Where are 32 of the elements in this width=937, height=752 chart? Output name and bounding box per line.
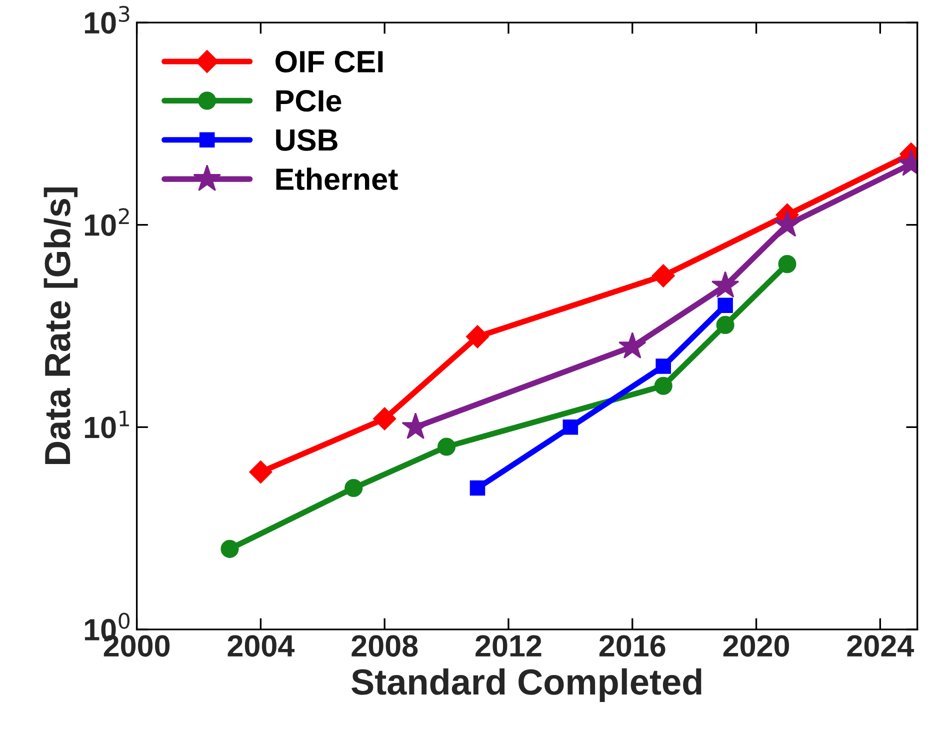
legend-label: Ethernet — [276, 168, 398, 190]
point — [466, 325, 490, 348]
point — [344, 479, 363, 498]
legend-label: OIF CEI — [276, 50, 383, 73]
point — [718, 298, 733, 313]
x-tick-label: 2024 — [847, 635, 914, 657]
point — [711, 271, 740, 298]
point — [220, 540, 239, 558]
y-axis-title: Data Rate [Gb/s] — [44, 188, 78, 464]
point — [716, 316, 734, 334]
point — [562, 419, 578, 435]
x-tick-label: 2008 — [352, 635, 418, 657]
y-tick-label: 10$^{1}$ — [84, 410, 129, 438]
point — [470, 480, 486, 496]
x-axis-title: Standard Completed — [352, 668, 702, 702]
point — [773, 210, 802, 237]
x-tick-label: 2004 — [228, 635, 295, 657]
point — [652, 264, 675, 288]
point — [656, 358, 671, 374]
point — [778, 255, 796, 274]
x-tick-label: 2012 — [476, 635, 542, 657]
y-tick-label: 10$^{2}$ — [84, 208, 129, 236]
legend-label: PCIe — [276, 90, 342, 112]
point — [654, 376, 672, 395]
point — [373, 407, 396, 430]
point — [438, 438, 456, 456]
point — [618, 332, 646, 359]
legend-label: USB — [276, 129, 338, 151]
y-tick-label: 10$^{3}$ — [84, 6, 130, 34]
x-tick-label: 2016 — [599, 635, 666, 657]
point — [249, 460, 272, 484]
x-tick-label: 2020 — [723, 635, 789, 657]
